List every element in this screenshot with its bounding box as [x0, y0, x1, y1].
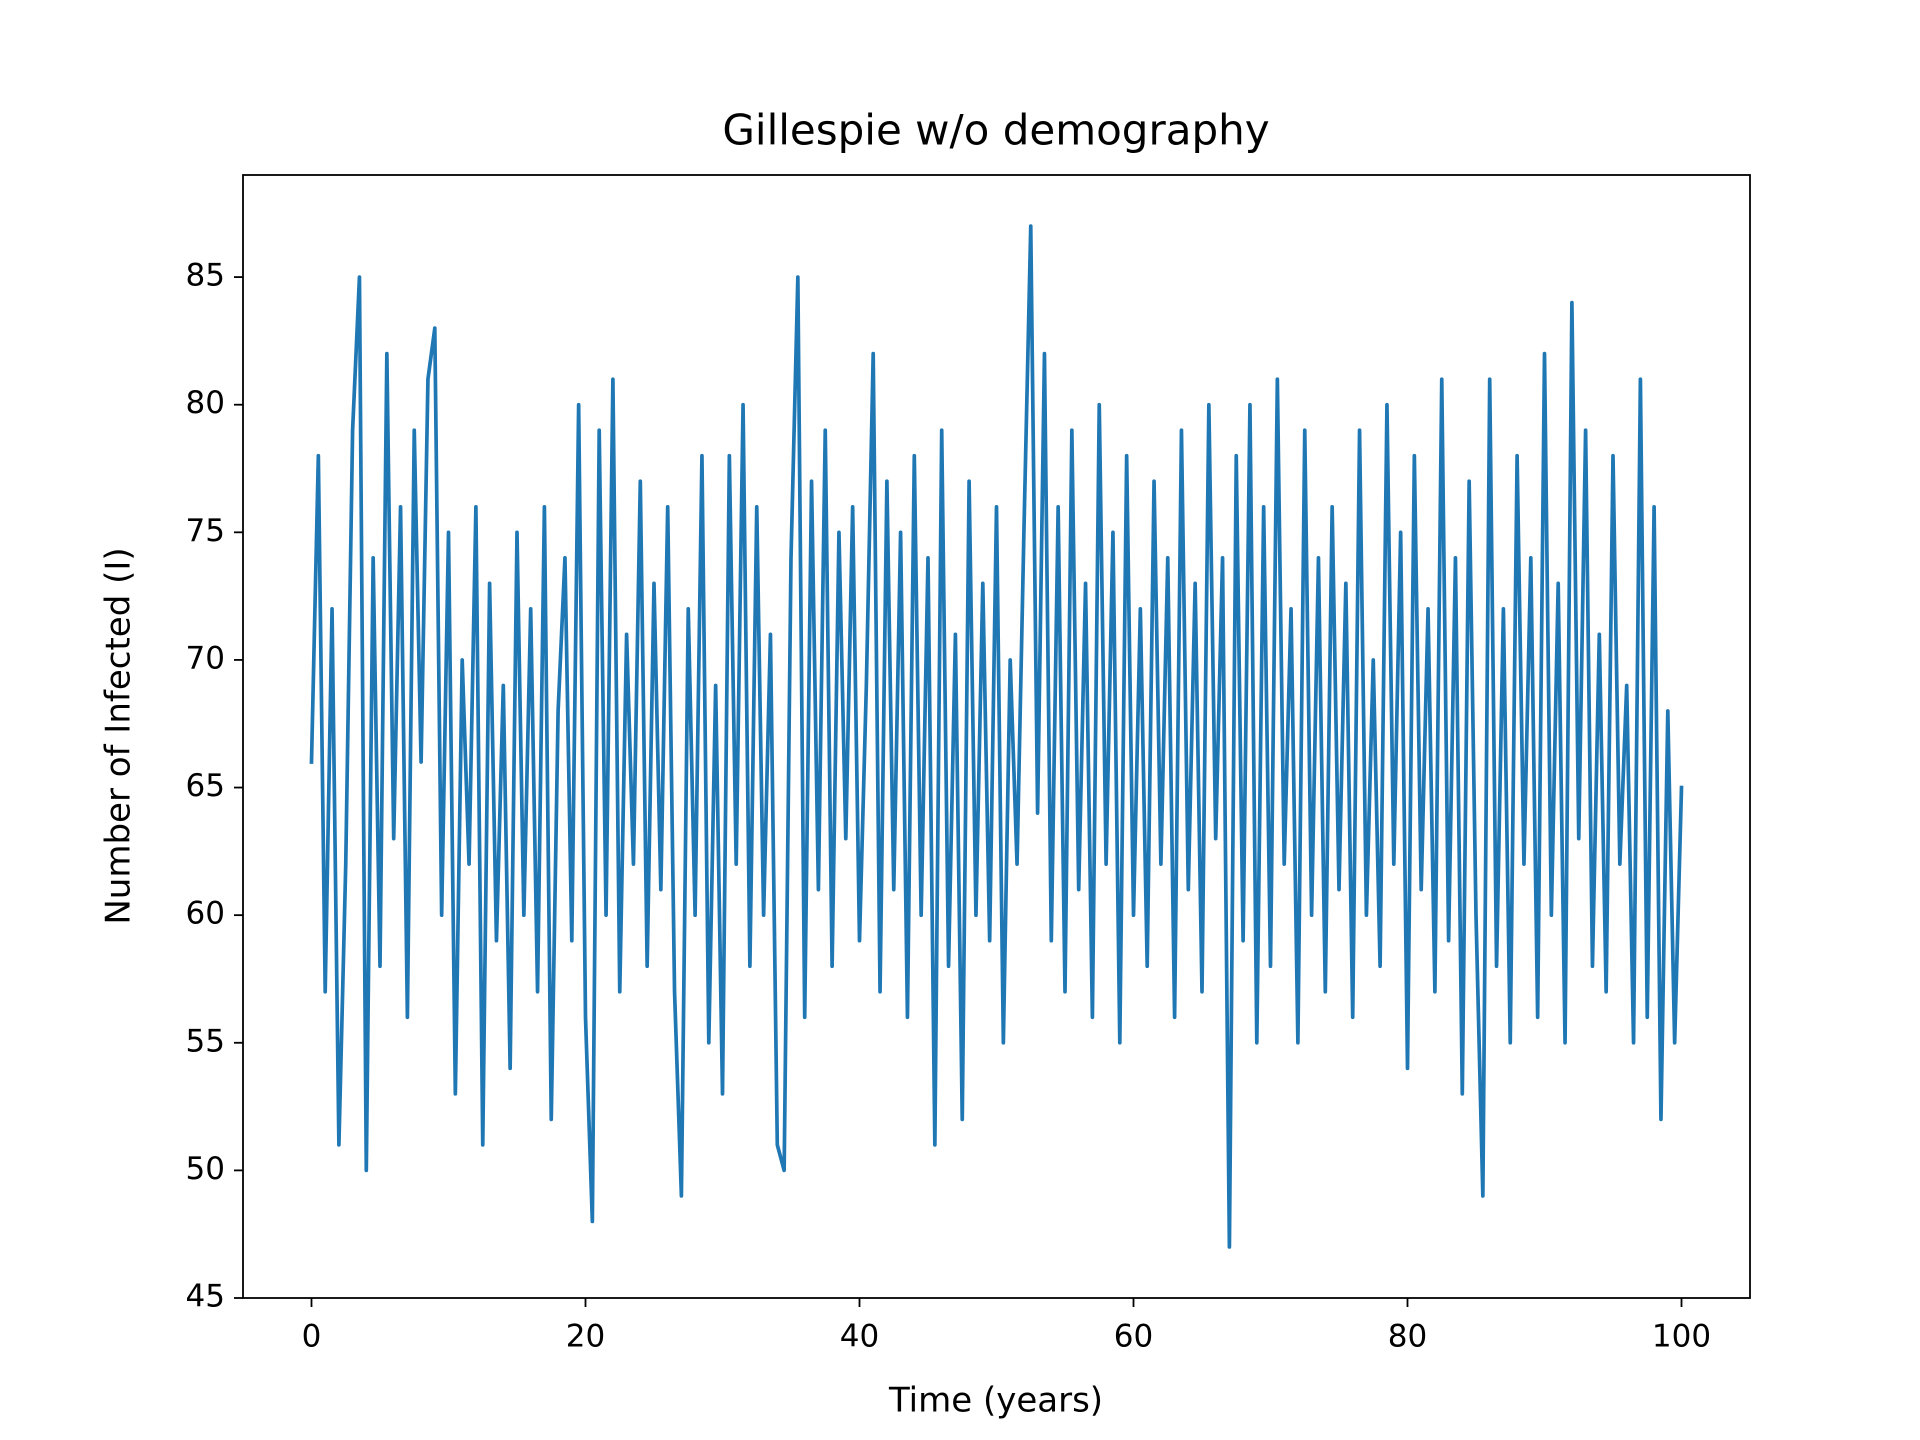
y-tick-label: 50: [186, 1151, 225, 1187]
y-tick-label: 45: [186, 1279, 225, 1315]
y-tick-label: 75: [186, 513, 225, 549]
x-tick-label: 0: [302, 1319, 322, 1355]
x-axis-label: Time (years): [888, 1381, 1103, 1421]
y-tick-label: 85: [186, 258, 225, 294]
y-tick-label: 60: [186, 896, 225, 932]
plot-frame: [242, 174, 1751, 1299]
y-axis-label: Number of Infected (I): [99, 547, 139, 924]
x-tick-label: 80: [1388, 1319, 1427, 1355]
y-tick-label: 65: [186, 768, 225, 804]
x-tick-label: 40: [840, 1319, 879, 1355]
data-line: [309, 224, 1684, 1249]
x-tick-label: 100: [1652, 1319, 1711, 1355]
y-tick-label: 55: [186, 1023, 225, 1059]
chart-title: Gillespie w/o demography: [722, 106, 1269, 155]
x-tick-label: 20: [566, 1319, 605, 1355]
y-tick-label: 80: [186, 385, 225, 421]
y-tick-label: 70: [186, 640, 225, 676]
x-tick-label: 60: [1114, 1319, 1153, 1355]
